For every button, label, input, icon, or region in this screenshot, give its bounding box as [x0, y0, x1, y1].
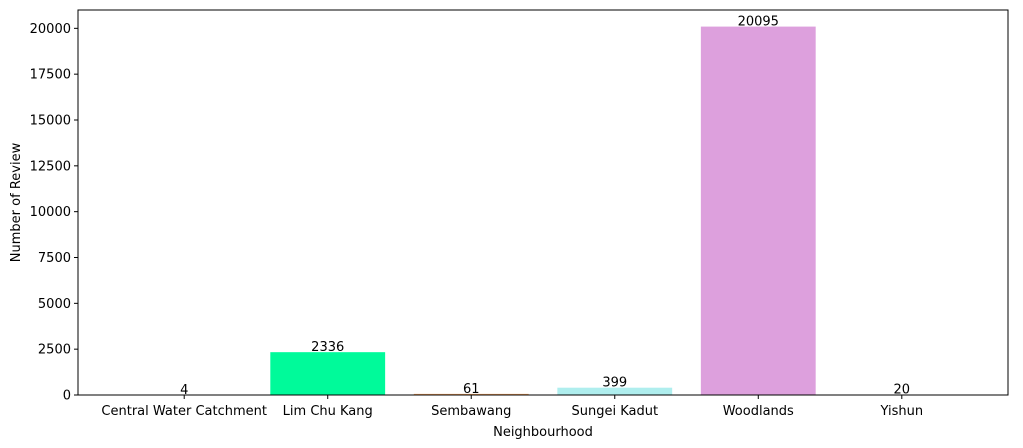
- data-labels-group: 4 2336 61 399 20095 20: [180, 15, 910, 398]
- bar-2: [413, 393, 529, 395]
- x-tick-label-2: Sembawang: [431, 404, 511, 419]
- data-label-4: 20095: [738, 15, 779, 30]
- y-axis-title: Number of Review: [9, 142, 24, 262]
- bars-group: [126, 26, 960, 395]
- y-tick-label-8: 20000: [30, 22, 71, 37]
- bar-4: [700, 26, 816, 395]
- data-label-3: 399: [602, 376, 627, 391]
- x-tick-label-5: Yishun: [879, 404, 923, 419]
- y-tick-label-6: 15000: [30, 114, 71, 129]
- y-tick-label-2: 5000: [38, 297, 71, 312]
- data-label-5: 20: [894, 383, 911, 398]
- x-tick-label-0: Central Water Catchment: [101, 404, 267, 419]
- data-label-1: 2336: [311, 340, 344, 355]
- y-tick-label-5: 12500: [30, 159, 71, 174]
- y-tick-label-0: 0: [63, 389, 71, 404]
- data-label-2: 61: [463, 382, 480, 397]
- y-tick-label-3: 7500: [38, 251, 71, 266]
- x-tick-label-3: Sungei Kadut: [571, 404, 658, 419]
- y-tick-label-7: 17500: [30, 68, 71, 83]
- y-tick-label-1: 2500: [38, 343, 71, 358]
- x-axis-title: Neighbourhood: [493, 425, 593, 440]
- bar-1: [270, 352, 386, 395]
- x-axis: Central Water Catchment Lim Chu Kang Semba…: [101, 395, 923, 419]
- data-label-0: 4: [180, 383, 188, 398]
- y-axis: 0 2500 5000 7500 10000 12500 15000 17500 20000: [30, 22, 78, 404]
- x-tick-label-1: Lim Chu Kang: [283, 404, 373, 419]
- x-tick-label-4: Woodlands: [723, 404, 794, 419]
- plot-frame: [77, 9, 1009, 396]
- y-tick-label-4: 10000: [30, 205, 71, 220]
- bar-3: [557, 387, 673, 395]
